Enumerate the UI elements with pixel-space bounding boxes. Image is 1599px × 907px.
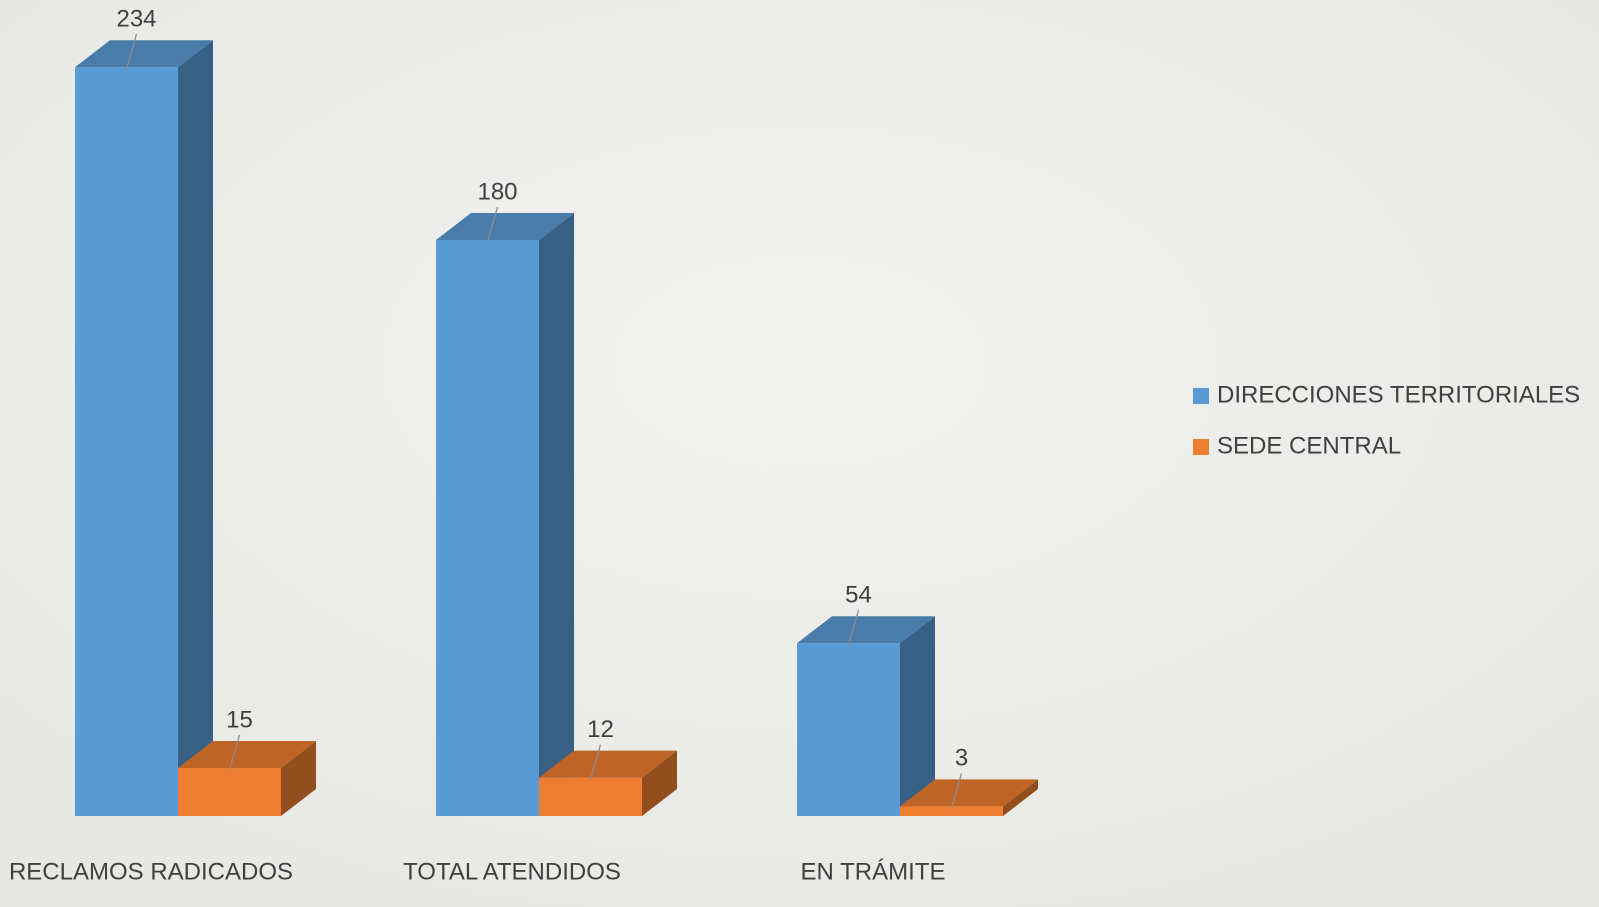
leader-line bbox=[125, 34, 138, 70]
bar bbox=[797, 616, 935, 816]
leader-line bbox=[589, 744, 602, 780]
data-label: 12 bbox=[587, 716, 614, 743]
bar-side bbox=[178, 40, 213, 816]
data-label: 180 bbox=[477, 178, 517, 205]
bar-front bbox=[436, 240, 539, 816]
data-label: 234 bbox=[116, 6, 156, 33]
legend-label: SEDE CENTRAL bbox=[1217, 432, 1401, 459]
x-tick-label: EN TRÁMITE bbox=[801, 858, 946, 885]
bar bbox=[436, 213, 574, 816]
bar-front bbox=[797, 643, 900, 816]
x-tick-label: TOTAL ATENDIDOS bbox=[403, 858, 621, 885]
legend-swatch bbox=[1193, 439, 1209, 455]
data-label: 54 bbox=[845, 582, 872, 609]
bar-top bbox=[436, 213, 574, 240]
bar-top bbox=[797, 616, 935, 644]
x-tick-label: RECLAMOS RADICADOS bbox=[9, 858, 293, 885]
bar-side bbox=[539, 213, 574, 816]
bar-side bbox=[642, 750, 677, 816]
leader-line bbox=[847, 610, 860, 646]
bar-top bbox=[539, 750, 677, 778]
bar-front bbox=[178, 768, 281, 816]
bar bbox=[539, 750, 677, 816]
data-label: 15 bbox=[226, 706, 253, 733]
legend-label: DIRECCIONES TERRITORIALES bbox=[1217, 381, 1580, 408]
bar bbox=[178, 741, 316, 816]
bar bbox=[900, 779, 1038, 816]
bar-front bbox=[539, 777, 642, 816]
bar-top bbox=[75, 40, 213, 68]
bar bbox=[75, 40, 213, 816]
bar-side bbox=[900, 616, 935, 816]
leader-line bbox=[228, 734, 241, 771]
bar-side bbox=[1003, 779, 1038, 816]
legend-swatch bbox=[1193, 388, 1209, 404]
bar-top bbox=[900, 779, 1038, 807]
bar-front bbox=[900, 806, 1003, 816]
bar-side bbox=[281, 741, 316, 816]
leader-line bbox=[486, 206, 499, 243]
data-label: 3 bbox=[955, 745, 968, 772]
leader-line bbox=[950, 773, 963, 809]
bar-top bbox=[178, 741, 316, 768]
bar-front bbox=[75, 67, 178, 816]
